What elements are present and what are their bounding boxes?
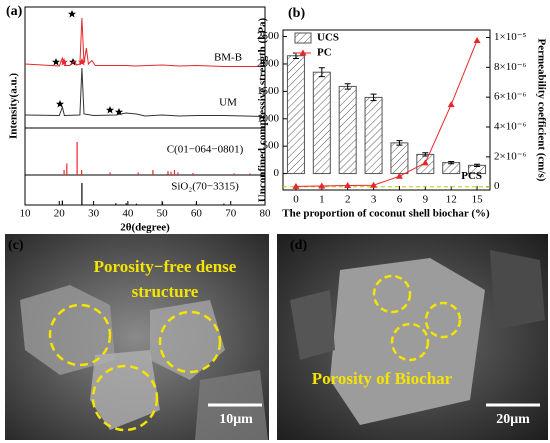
- y2-tick-label: 2×10⁻⁶: [494, 150, 527, 162]
- panel-b: (b) Unconfined compressive strength (kPa…: [257, 6, 548, 219]
- particle: [330, 258, 485, 425]
- legend-label: UCS: [317, 32, 339, 44]
- plot-frame: [282, 29, 491, 191]
- y2-tick-label: 0: [494, 180, 500, 192]
- pc-marker: [421, 159, 429, 166]
- y2-axis-label: Permeability coefficient (cm/s): [535, 39, 547, 182]
- error-bar: [344, 83, 351, 90]
- x-tick-label: 10: [20, 208, 32, 220]
- highlight-circle: [91, 364, 159, 432]
- pattern-label: UM: [219, 97, 237, 109]
- highlight-circle: [424, 301, 462, 339]
- image-caption: structure: [132, 282, 199, 301]
- particle: [490, 250, 545, 330]
- plot-frame: [24, 6, 266, 206]
- peak-marker: [106, 106, 114, 114]
- x-tick-label: 50: [157, 208, 169, 220]
- x-tick-label: 60: [191, 208, 203, 220]
- error-bar: [370, 93, 377, 102]
- bar: [338, 85, 357, 175]
- image-caption: Porosity of Biochar: [312, 369, 453, 388]
- x-tick-label: 70: [225, 208, 237, 220]
- particle: [20, 285, 115, 375]
- error-bar: [422, 152, 429, 157]
- legend-label: PC: [317, 47, 332, 59]
- x-tick-label: 1: [319, 194, 325, 206]
- pc-marker: [395, 172, 403, 179]
- peak-marker: [56, 100, 64, 108]
- pc-marker: [344, 182, 352, 189]
- error-bar: [474, 163, 481, 167]
- highlight-circle: [390, 322, 430, 362]
- x-tick-label: 40: [122, 208, 134, 220]
- bar: [442, 162, 461, 175]
- peak-marker: [68, 10, 76, 18]
- x-tick-label: 0: [293, 194, 299, 206]
- bar: [390, 142, 409, 175]
- scale-label: 10μm: [219, 412, 253, 427]
- y2-tick-label: 6×10⁻⁶: [494, 91, 527, 103]
- error-bar: [396, 140, 403, 146]
- sem-image-c: (c) Porosity−free dense structure 10μm: [5, 234, 269, 440]
- legend-swatch: [299, 49, 307, 56]
- x-tick-label: 2: [345, 194, 351, 206]
- panel-label: (a): [6, 4, 23, 19]
- pc-marker: [370, 181, 378, 188]
- pc-line: [295, 40, 478, 187]
- y2-tick-label: 1×10⁻⁵: [494, 31, 527, 43]
- pc-marker: [447, 101, 455, 108]
- sem-image-d: (d) Porosity of Biochar 20μm: [277, 234, 548, 440]
- x-tick-label: 30: [88, 208, 100, 220]
- y-axis-label: Intensity(a.u.): [8, 73, 20, 139]
- y-tick-label: 1000: [257, 112, 280, 124]
- x-tick-label: 20: [54, 208, 66, 220]
- x-tick-label: 80: [260, 208, 272, 220]
- reference-label: C(01−064−0801): [167, 144, 244, 156]
- highlight-circle: [158, 310, 222, 374]
- error-bar: [448, 161, 455, 165]
- panel-label: (c): [8, 238, 24, 253]
- x-axis-label: 2θ(degree): [120, 222, 170, 234]
- xrd-pattern: [24, 17, 265, 67]
- scale-label: 20μm: [496, 412, 530, 427]
- x-tick-label: 12: [446, 194, 457, 206]
- error-bar: [318, 67, 325, 78]
- bar: [286, 55, 305, 175]
- bar: [312, 71, 331, 175]
- pc-marker: [292, 182, 300, 189]
- xrd-pattern: [24, 67, 266, 117]
- y-tick-label: 2000: [257, 58, 280, 70]
- y-axis-label: Unconfined compressive strength (kPa): [257, 17, 269, 202]
- peak-marker: [52, 58, 60, 66]
- y-tick-label: 2500: [257, 30, 280, 42]
- y2-tick-label: 8×10⁻⁶: [494, 61, 527, 73]
- reference-label: SiO₂(70−3315): [171, 181, 239, 193]
- x-tick-label: 9: [423, 194, 429, 206]
- y-tick-label: 0: [274, 167, 280, 179]
- image-caption: Porosity−free dense: [94, 257, 237, 276]
- pc-marker: [318, 182, 326, 189]
- panel-a: (a) Intensity(a.u.) 2θ(degree) 10 20 30 40 5…: [6, 4, 271, 233]
- highlight-circle: [48, 303, 112, 367]
- panel-label: (b): [288, 6, 305, 21]
- x-axis-label: The proportion of coconut shell biochar …: [282, 208, 490, 220]
- highlight-circle: [372, 274, 412, 314]
- x-tick-label: 15: [472, 194, 484, 206]
- y-tick-label: 500: [263, 140, 280, 152]
- bar: [364, 96, 383, 175]
- legend-swatch: [294, 32, 312, 44]
- pattern-label: BM-B: [214, 52, 242, 64]
- y2-tick-label: 4×10⁻⁶: [494, 121, 527, 133]
- y-tick-label: 1500: [257, 85, 280, 97]
- x-tick-label: 3: [371, 194, 377, 206]
- panel-label: (d): [290, 238, 307, 253]
- pc-marker: [473, 36, 481, 43]
- reference-label: PCS: [461, 170, 482, 182]
- particle: [290, 290, 335, 360]
- x-tick-label: 6: [397, 194, 403, 206]
